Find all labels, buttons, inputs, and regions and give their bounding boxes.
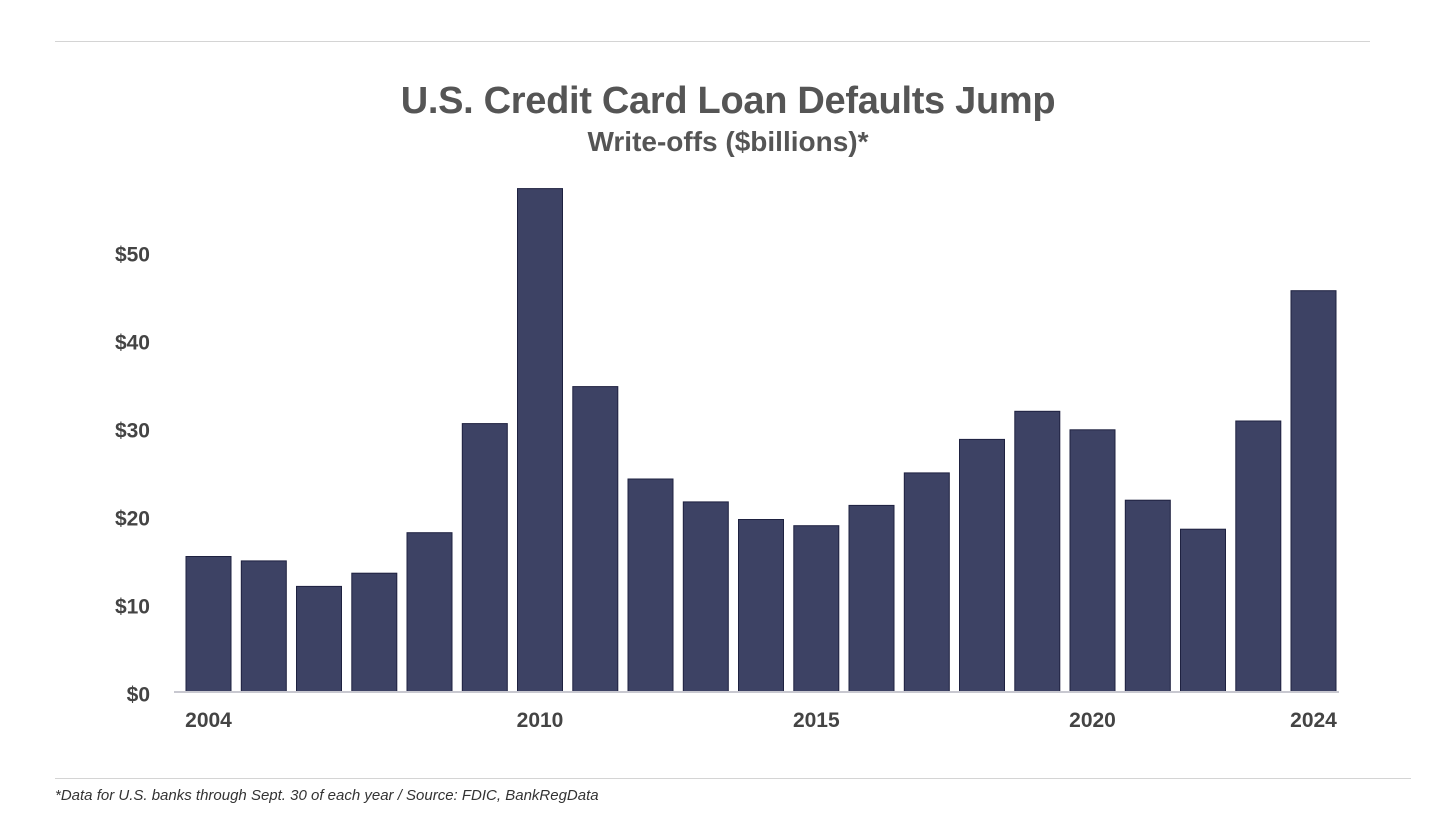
bar-2024 [1290,290,1337,693]
footnote: *Data for U.S. banks through Sept. 30 of… [55,787,599,804]
x-tick-label: 2015 [793,709,840,732]
bar-2007 [351,572,398,693]
bar-2017 [903,472,950,693]
bar-2008 [406,532,453,693]
y-tick-label: $50 [115,244,150,267]
bar-2014 [738,519,784,693]
bar-2012 [627,478,674,693]
bottom-divider [55,778,1411,779]
bar-2023 [1235,420,1282,693]
bars-group [185,188,1337,693]
y-tick-label: $40 [115,332,150,355]
bar-2019 [1014,410,1061,693]
bar-2021 [1124,499,1171,693]
top-divider [55,41,1370,42]
y-axis-ticks: $0 $10 $20 $30 $40 $50 [115,244,150,707]
bar-2004 [185,556,232,693]
bar-2013 [682,501,729,693]
bar-2005 [240,560,287,693]
y-tick-label: $0 [127,684,150,707]
chart-subtitle: Write-offs ($billions)* [587,126,869,157]
bar-2009 [461,423,508,693]
bar-2011 [572,386,619,693]
y-tick-label: $20 [115,508,150,531]
bar-2022 [1180,528,1226,693]
bar-2018 [959,438,1005,693]
y-tick-label: $30 [115,420,150,443]
chart-title: U.S. Credit Card Loan Defaults Jump [400,80,1056,122]
bar-2016 [848,504,895,693]
bar-2015 [793,525,840,693]
x-axis-ticks: 2004 2010 2015 2020 2024 [185,709,1337,732]
x-tick-label: 2004 [185,709,232,732]
bar-2020 [1069,429,1116,693]
x-tick-label: 2010 [517,709,564,732]
bar-2006 [296,585,342,693]
bar-2010 [517,188,563,693]
x-tick-label: 2020 [1069,709,1116,732]
y-tick-label: $10 [115,596,150,619]
x-tick-label: 2024 [1290,709,1337,732]
